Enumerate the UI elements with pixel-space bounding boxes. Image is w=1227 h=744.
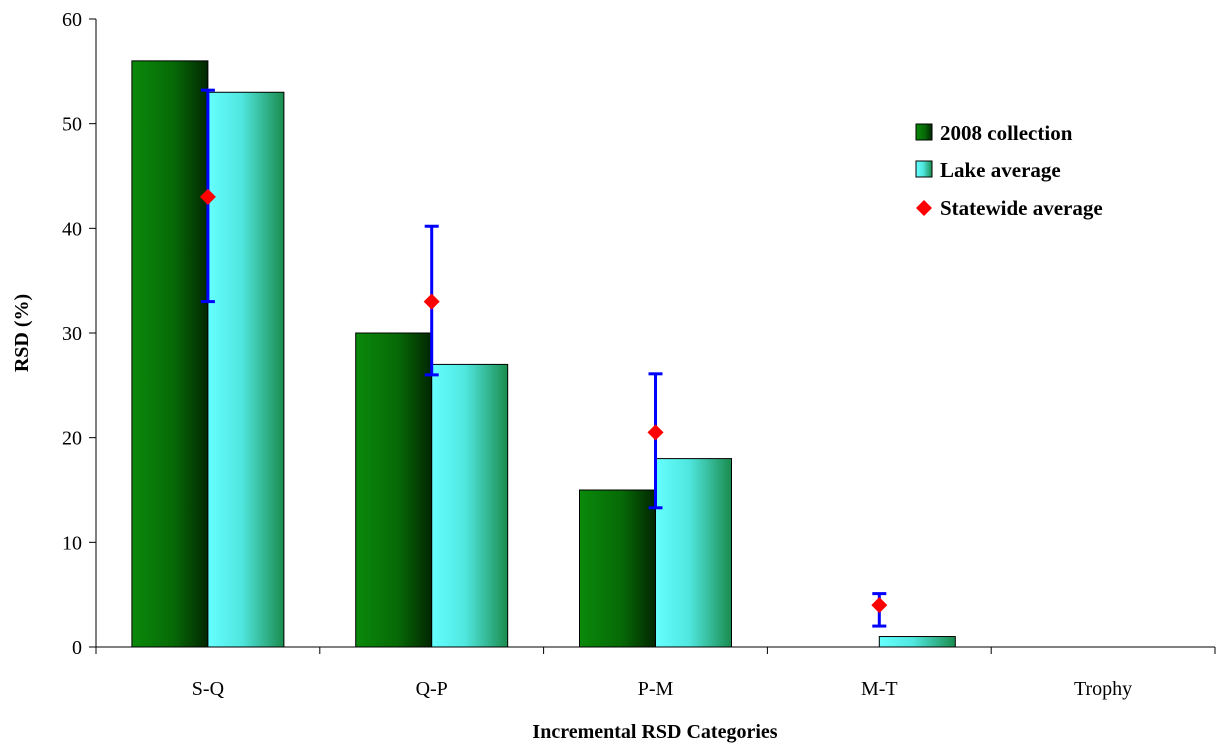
bar-lake-average	[207, 91, 285, 648]
legend-statewide-average-label: Statewide average	[940, 196, 1103, 220]
y-tick-label: 60	[62, 9, 82, 31]
statewide-average-marker	[647, 424, 664, 441]
bar-collection-2008	[579, 489, 656, 648]
legend-lake-average-swatch	[915, 160, 933, 178]
statewide-average-marker	[199, 188, 216, 205]
y-tick-label: 50	[62, 114, 82, 136]
x-tick-label: Trophy	[1074, 678, 1132, 700]
y-tick-label: 30	[62, 323, 82, 345]
legend-2008-collection-swatch	[915, 123, 933, 141]
x-tick-label: Q-P	[416, 678, 448, 700]
y-tick-label: 10	[62, 532, 82, 554]
y-tick-label: 0	[72, 637, 82, 659]
legend-2008-collection-label: 2008 collection	[940, 121, 1073, 145]
markers	[199, 88, 888, 628]
bar-collection-2008	[131, 60, 209, 648]
legend-lake-average-label: Lake average	[940, 158, 1061, 182]
y-axis-title: RSD (%)	[11, 294, 33, 372]
y-tick-label: 20	[62, 428, 82, 450]
legend-statewide-average-swatch	[916, 200, 932, 216]
x-tick-label: S-Q	[192, 678, 225, 700]
statewide-average-marker	[871, 597, 888, 614]
statewide-average-marker	[423, 293, 440, 310]
x-tick-label: P-M	[638, 678, 674, 700]
x-axis-title: Incremental RSD Categories	[532, 721, 777, 743]
y-tick-label: 40	[62, 218, 82, 240]
axes: 0 10 20 30 40 50 60 S-Q Q-P P-M M-T Trophy	[62, 9, 1216, 700]
bar-lake-average	[878, 636, 956, 648]
legend: 2008 collection Lake average Statewide ave…	[915, 121, 1103, 220]
bars	[131, 60, 956, 648]
x-tick-label: M-T	[861, 678, 898, 700]
bar-lake-average	[431, 363, 509, 648]
bar-lake-average	[655, 458, 732, 648]
bar-collection-2008	[355, 332, 433, 648]
